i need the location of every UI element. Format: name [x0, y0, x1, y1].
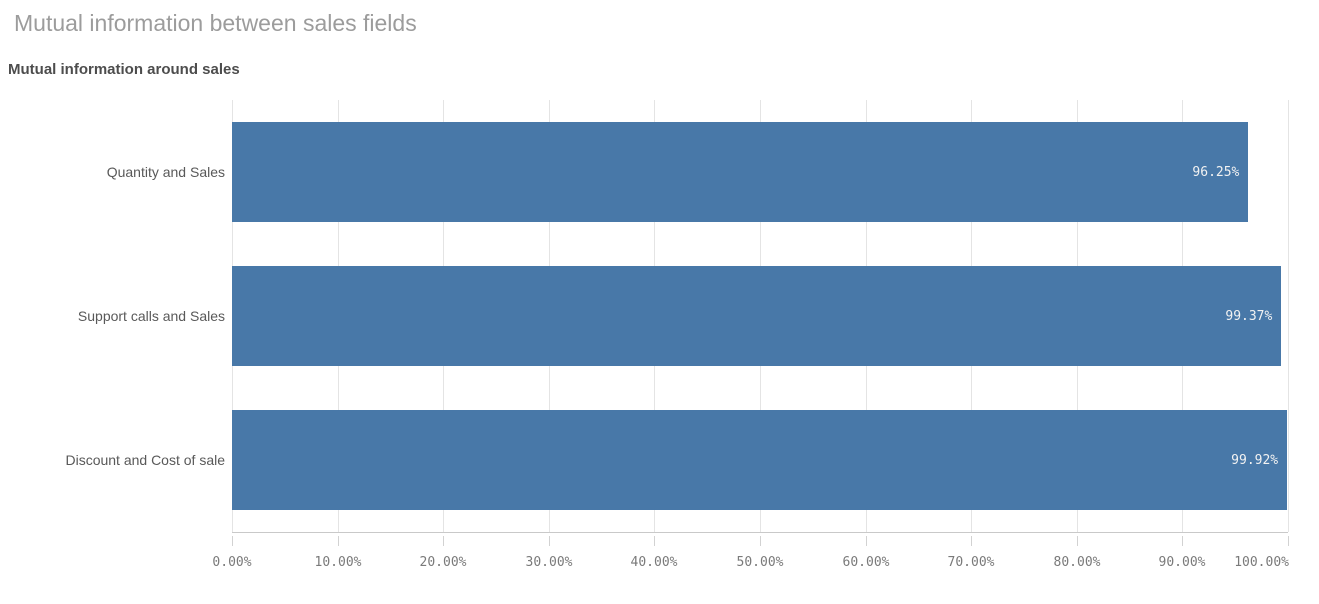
- x-axis-tick-label: 70.00%: [947, 555, 995, 570]
- x-axis-tick-label: 60.00%: [842, 555, 890, 570]
- x-axis-tick: [1077, 536, 1078, 546]
- x-axis-tick-label: 30.00%: [525, 555, 573, 570]
- x-axis-tick-label: 100.00%: [1234, 555, 1289, 570]
- x-axis-tick: [1288, 536, 1289, 546]
- x-axis-tick: [443, 536, 444, 546]
- bar[interactable]: 96.25%: [232, 122, 1249, 222]
- x-axis-tick: [971, 536, 972, 546]
- x-axis-tick: [1182, 536, 1183, 546]
- x-axis-tick: [866, 536, 867, 546]
- x-axis-tick-label: 50.00%: [736, 555, 784, 570]
- x-axis-tick: [654, 536, 655, 546]
- category-label[interactable]: Quantity and Sales: [106, 164, 225, 180]
- x-axis-tick-label: 90.00%: [1158, 555, 1206, 570]
- x-axis-tick: [549, 536, 550, 546]
- x-axis-tick: [338, 536, 339, 546]
- bar-value-label: 96.25%: [1192, 164, 1240, 180]
- bar[interactable]: 99.92%: [232, 410, 1288, 510]
- category-label[interactable]: Support calls and Sales: [77, 308, 225, 324]
- x-axis-tick-label: 0.00%: [212, 555, 252, 570]
- x-axis-tick: [760, 536, 761, 546]
- x-axis-tick-label: 80.00%: [1053, 555, 1101, 570]
- bar[interactable]: 99.37%: [232, 266, 1282, 366]
- gridline: [1288, 100, 1289, 532]
- x-axis-tick-label: 20.00%: [419, 555, 467, 570]
- bar-value-label: 99.37%: [1225, 308, 1273, 324]
- x-axis-tick: [232, 536, 233, 546]
- x-axis-tick-label: 40.00%: [630, 555, 678, 570]
- x-axis-line: [232, 532, 1288, 533]
- sheet-title: Mutual information between sales fields: [14, 10, 417, 36]
- chart-title: Mutual information around sales: [8, 61, 240, 78]
- bar-value-label: 99.92%: [1231, 452, 1279, 468]
- category-label[interactable]: Discount and Cost of sale: [65, 452, 225, 468]
- plot-area: 0.00% 10.00% 20.00% 30.00% 40.00% 50.00% 60.00…: [65, 100, 1289, 570]
- x-axis-tick-label: 10.00%: [314, 555, 362, 570]
